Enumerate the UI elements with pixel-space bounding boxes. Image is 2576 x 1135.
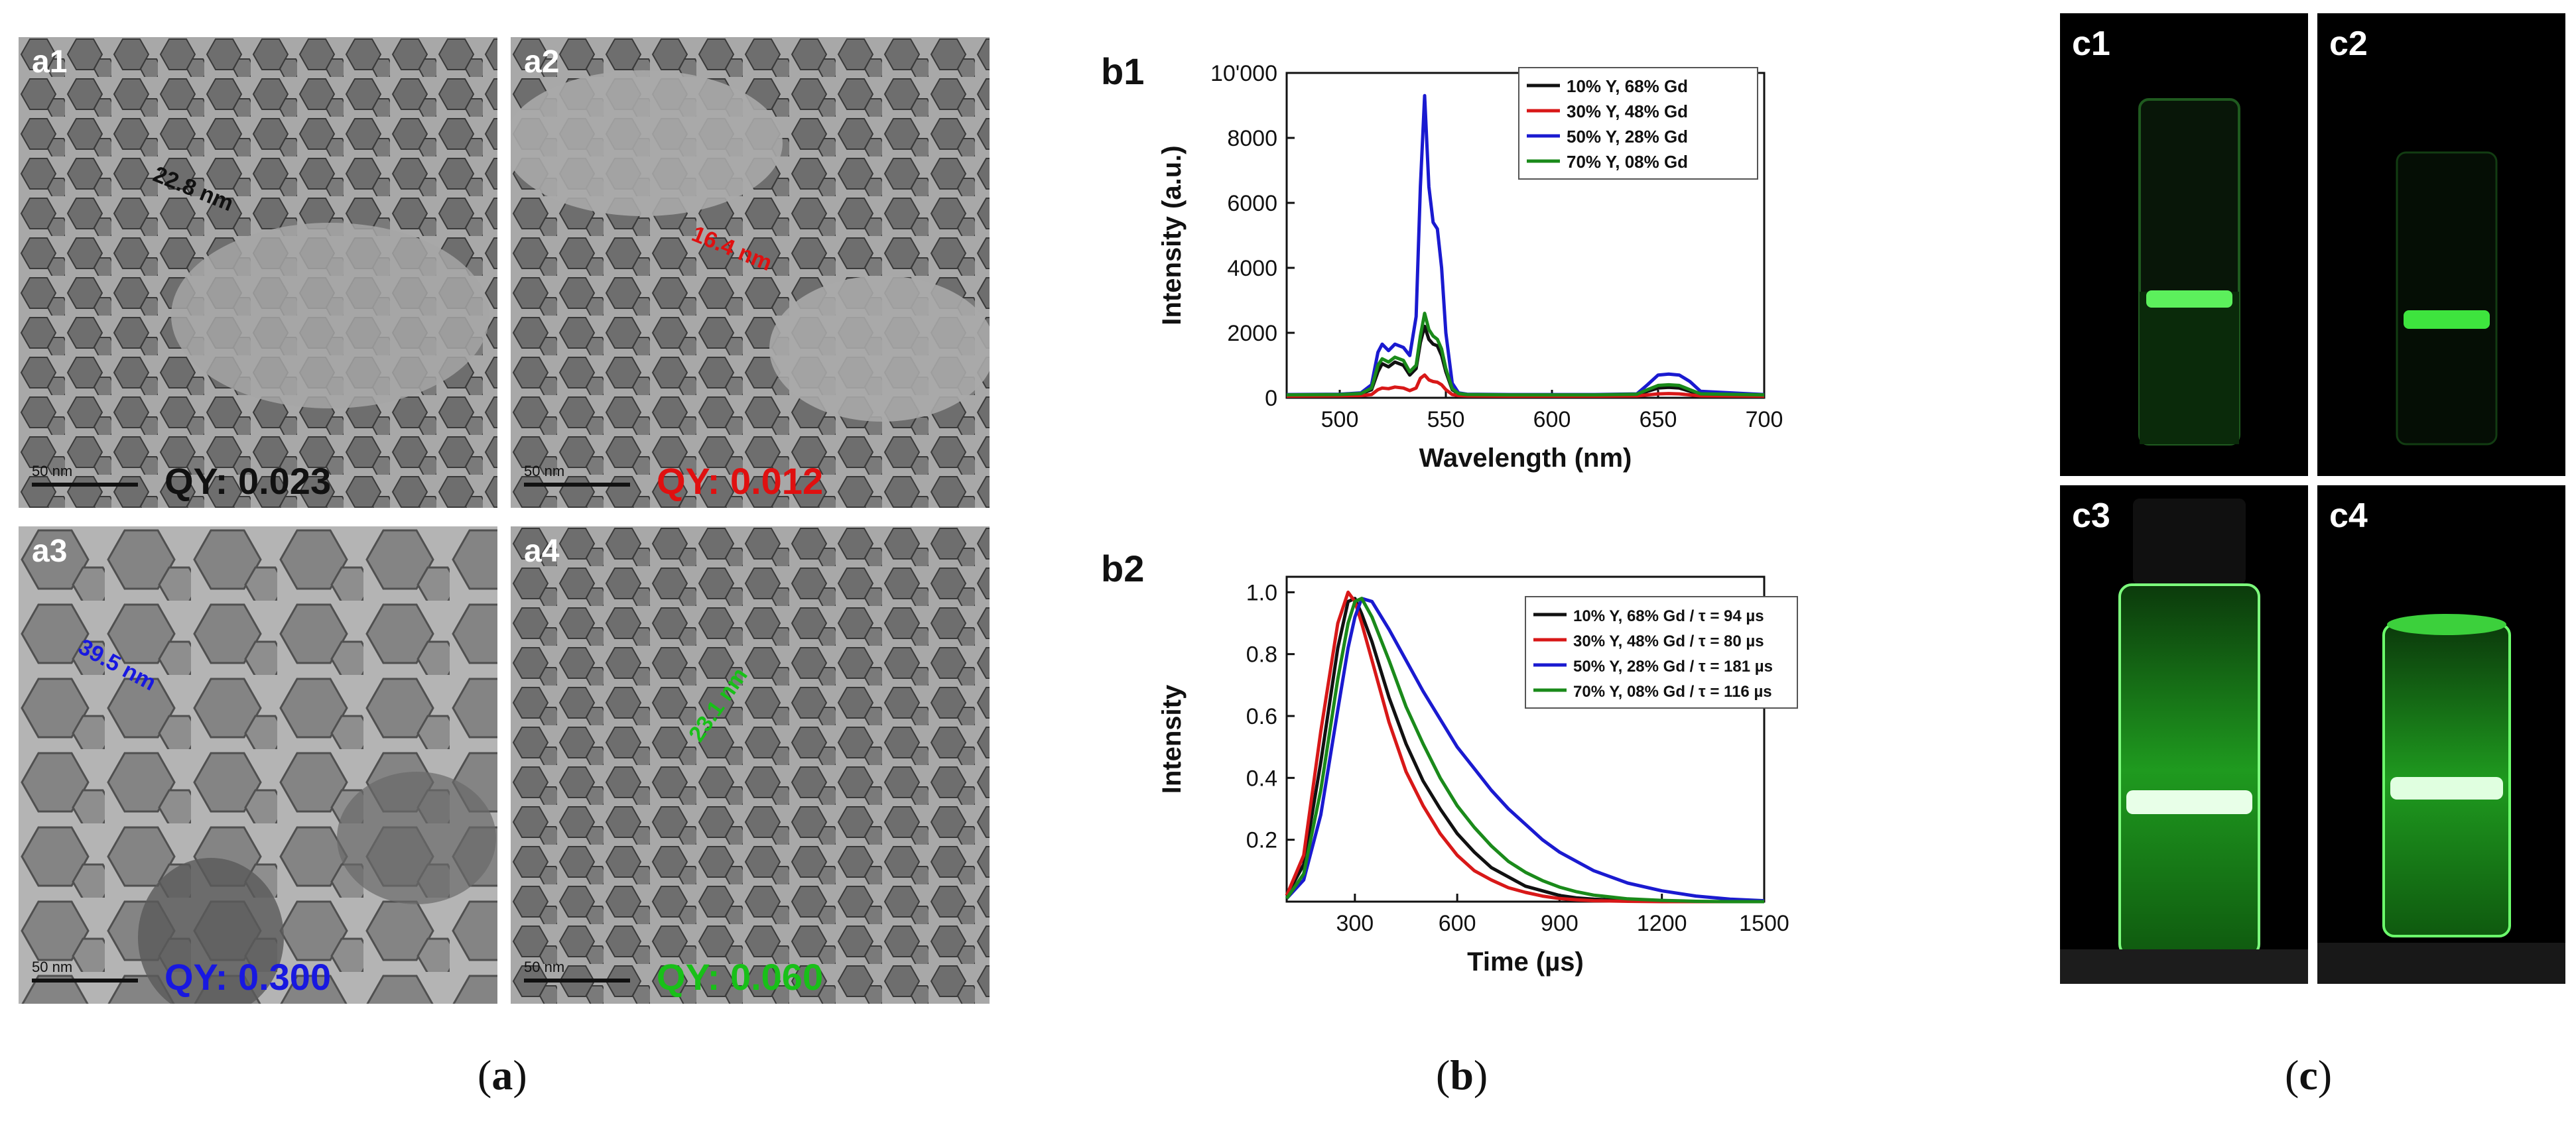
panel-label-a3: a3 [32,534,68,569]
y-tick-label: 8000 [1227,126,1277,151]
panel-label-a2: a2 [524,44,560,80]
caption-c: (c) [2285,1051,2333,1099]
scale-label-a4: 50 nm [524,959,565,975]
x-tick-label: 550 [1427,407,1465,432]
scale-label-a2: 50 nm [524,463,565,479]
y-tick-label: 4000 [1227,256,1277,281]
x-axis-label: Time (µs) [1467,947,1584,977]
x-tick-label: 600 [1439,911,1476,936]
vial-photo-c2: c2 [2317,13,2565,476]
legend-entry-4: 70% Y, 08% Gd [1567,152,1688,172]
tem-image-a2: a2 16.4 nm 50 nm QY: 0.012 [511,37,990,508]
legend-box [1525,596,1798,709]
plot-frame [1285,575,1766,903]
chart-b1: 500 550 600 650 700 0 2000 4000 6000 8000 10'000 Wa… [1157,61,1783,473]
legend-entry-1: 10% Y, 68% Gd / τ = 94 µs [1573,607,1764,625]
legend-entry-4: 70% Y, 08% Gd / τ = 116 µs [1573,683,1772,701]
x-tick-label: 650 [1640,407,1677,432]
vial-c3-graphic [2060,499,2308,984]
x-tick-label: 700 [1746,407,1783,432]
series-line-1 [1286,324,1765,397]
tem-image-a1: a1 22.8 nm 50 nm QY: 0.023 [19,37,497,508]
y-tick-label: 0.6 [1246,704,1277,729]
vial-photo-c4: c4 [2317,485,2565,984]
scale-bar-a3 [32,979,138,983]
y-tick-label: 0.4 [1246,766,1277,791]
legend-entry-2: 30% Y, 48% Gd / τ = 80 µs [1573,632,1764,650]
tem-particles-a1 [19,37,497,508]
y-axis-label: Intensity (a.u.) [1157,145,1187,325]
chart-b2: 300 600 900 1200 1500 0.2 0.4 0.6 0.8 1.0 Time (µs… [1157,575,1798,977]
qy-label-a2: QY: 0.012 [657,460,824,502]
x-tick-label: 900 [1541,911,1578,936]
panel-label-a1: a1 [32,44,68,80]
vial-c4-graphic [2317,614,2565,984]
panel-label-a4: a4 [524,534,560,569]
vial-photo-c1: c1 [2060,13,2308,476]
chart-label-b1: b1 [1101,50,1145,92]
caption-b: (b) [1436,1051,1488,1099]
qy-label-a1: QY: 0.023 [164,460,332,502]
y-tick-label: 6000 [1227,191,1277,216]
tem-particles-a4 [511,526,990,1004]
qy-label-a4: QY: 0.060 [657,956,824,998]
vial-c1-graphic [2138,98,2240,446]
y-axis-label: Intensity [1157,684,1187,794]
y-tick-label: 1.0 [1246,580,1277,605]
x-tick-label: 1500 [1739,911,1789,936]
y-tick-label: 10'000 [1210,61,1277,86]
vial-label-c4: c4 [2329,497,2368,535]
series-line-2 [1286,373,1765,398]
vial-label-c3: c3 [2072,497,2110,535]
scale-bar-a1 [32,483,138,487]
x-tick-label: 600 [1533,407,1571,432]
tem-image-a3: a3 39.5 nm 50 nm QY: 0.300 [19,526,497,1004]
y-tick-label: 0 [1265,386,1277,411]
vial-label-c1: c1 [2072,25,2110,63]
x-tick-label: 300 [1336,911,1374,936]
legend-entry-2: 30% Y, 48% Gd [1567,101,1688,121]
vial-photo-c3: c3 [2060,485,2308,984]
caption-a: (a) [478,1051,527,1099]
tem-particles-a3 [19,526,497,1004]
series-line-4 [1286,312,1765,397]
y-tick-label: 2000 [1227,321,1277,346]
x-axis-label: Wavelength (nm) [1419,444,1632,473]
series-line-4 [1285,597,1764,904]
series-line-3 [1285,597,1765,903]
series-line-3 [1286,93,1765,396]
legend-entry-3: 50% Y, 28% Gd / τ = 181 µs [1573,658,1773,676]
scale-bar-a4 [524,979,630,983]
vial-c2-graphic [2396,151,2498,446]
tem-particles-a2 [511,37,990,508]
y-tick-label: 0.8 [1246,642,1277,668]
series-line-2 [1285,590,1764,904]
x-tick-label: 500 [1321,407,1359,432]
x-tick-label: 1200 [1637,911,1687,936]
scale-label-a1: 50 nm [32,463,73,479]
legend-entry-1: 10% Y, 68% Gd [1567,76,1688,96]
qy-label-a3: QY: 0.300 [164,956,332,998]
legend-entry-3: 50% Y, 28% Gd [1567,127,1688,147]
scale-label-a3: 50 nm [32,959,73,975]
chart-label-b2: b2 [1101,548,1145,589]
scale-bar-a2 [524,483,630,487]
vial-label-c2: c2 [2329,25,2368,63]
tem-image-a4: a4 23.1 nm 50 nm QY: 0.060 [511,526,990,1004]
y-tick-label: 0.2 [1246,828,1277,853]
